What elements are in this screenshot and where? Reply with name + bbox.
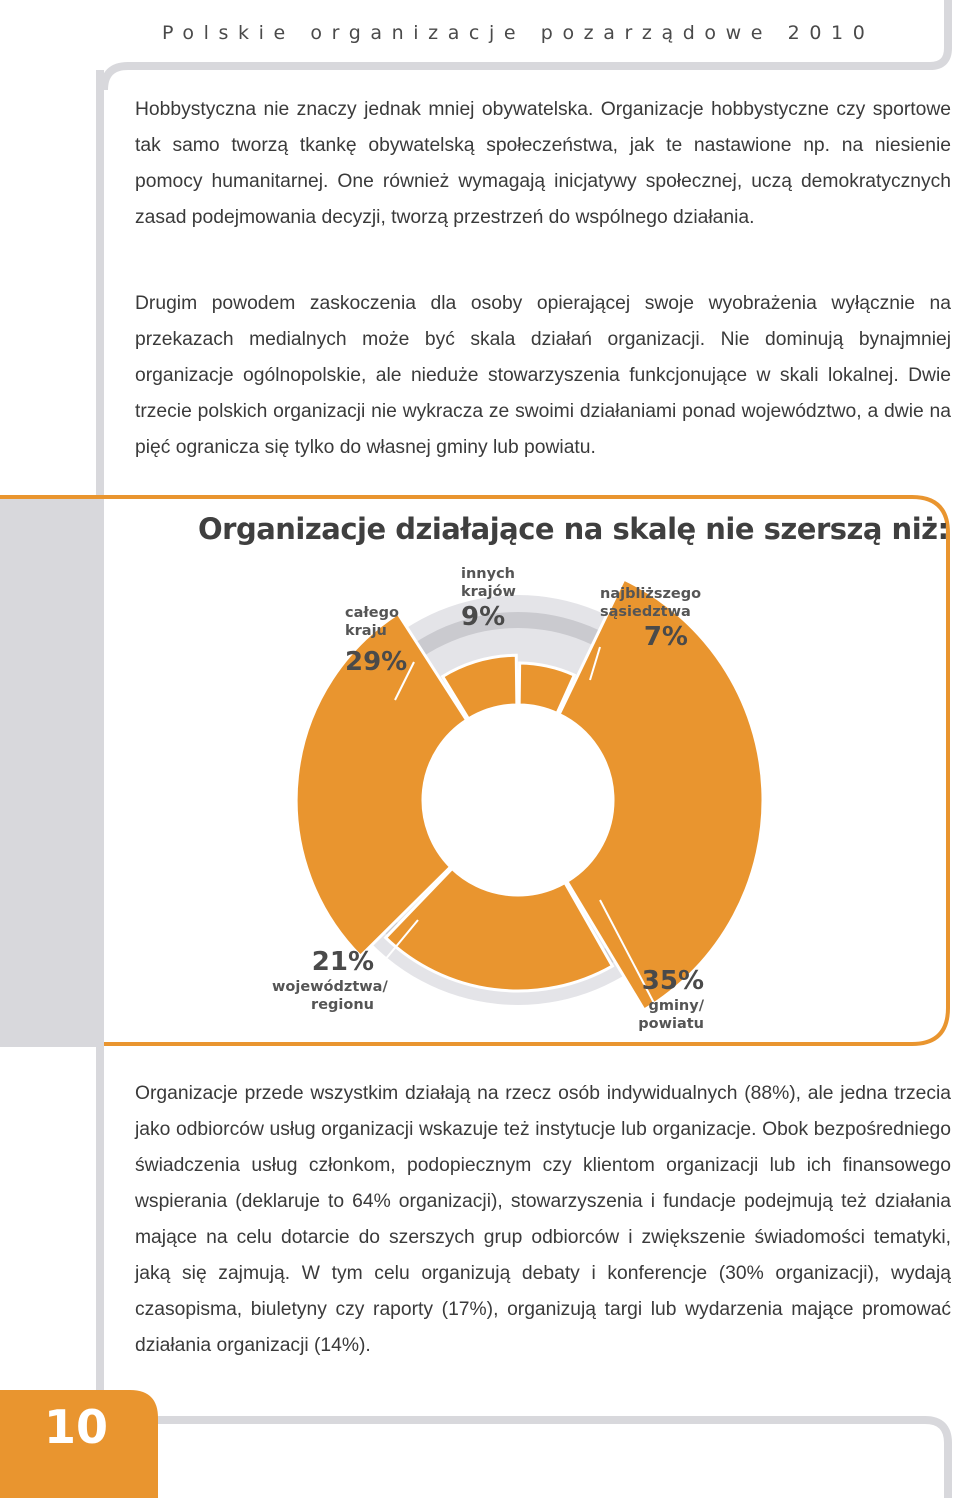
donut-hole — [423, 705, 613, 895]
slice-label-country-line-1: całego — [345, 605, 399, 621]
slice-label-abroad: innych krajów 9% — [461, 565, 516, 633]
slice-label-region-line-1: województwa/ — [272, 979, 388, 995]
leader-line-3 — [359, 919, 419, 991]
slice-value-region: 21% — [311, 947, 374, 977]
slice-label-municipality: 35% gminy/ powiatu — [614, 965, 704, 1033]
running-header: Polskie organizacje pozarządowe 2010 — [162, 22, 875, 44]
slice-label-municipality-line-2: powiatu — [638, 1016, 704, 1032]
slice-label-neighbourhood: najbliższego sąsiedztwa 7% — [600, 585, 702, 653]
leader-line-2 — [599, 899, 656, 1006]
page-number: 10 — [44, 1400, 109, 1454]
slice-label-country: całego kraju 29% — [345, 604, 407, 678]
slice-label-region-line-2: regionu — [311, 997, 374, 1013]
leader-line-4 — [394, 661, 415, 701]
slice-label-municipality-line-1: gminy/ — [648, 998, 704, 1014]
chart-title: Organizacje działające na skalę nie szer… — [198, 512, 949, 546]
slice-label-neighbourhood-line-2: sąsiedztwa — [600, 604, 691, 620]
slice-label-region: 21% województwa/ regionu — [272, 946, 388, 1014]
paragraph-2: Drugim powodem zaskoczenia dla osoby opi… — [135, 293, 951, 458]
paragraph-1: Hobbystyczna nie znaczy jednak mniej oby… — [135, 99, 951, 228]
slice-label-abroad-line-2: krajów — [461, 584, 516, 600]
slice-label-abroad-line-1: innych — [461, 566, 515, 582]
slice-label-country-line-2: kraju — [345, 623, 387, 639]
slice-value-neighbourhood: 7% — [643, 622, 688, 652]
slice-value-municipality: 35% — [641, 966, 704, 996]
slice-value-abroad: 9% — [461, 602, 506, 632]
slice-label-neighbourhood-line-1: najbliższego — [600, 586, 702, 602]
leader-line-1 — [589, 646, 601, 681]
paragraph-3: Organizacje przede wszystkim działają na… — [135, 1083, 951, 1356]
slice-value-country: 29% — [345, 647, 408, 677]
